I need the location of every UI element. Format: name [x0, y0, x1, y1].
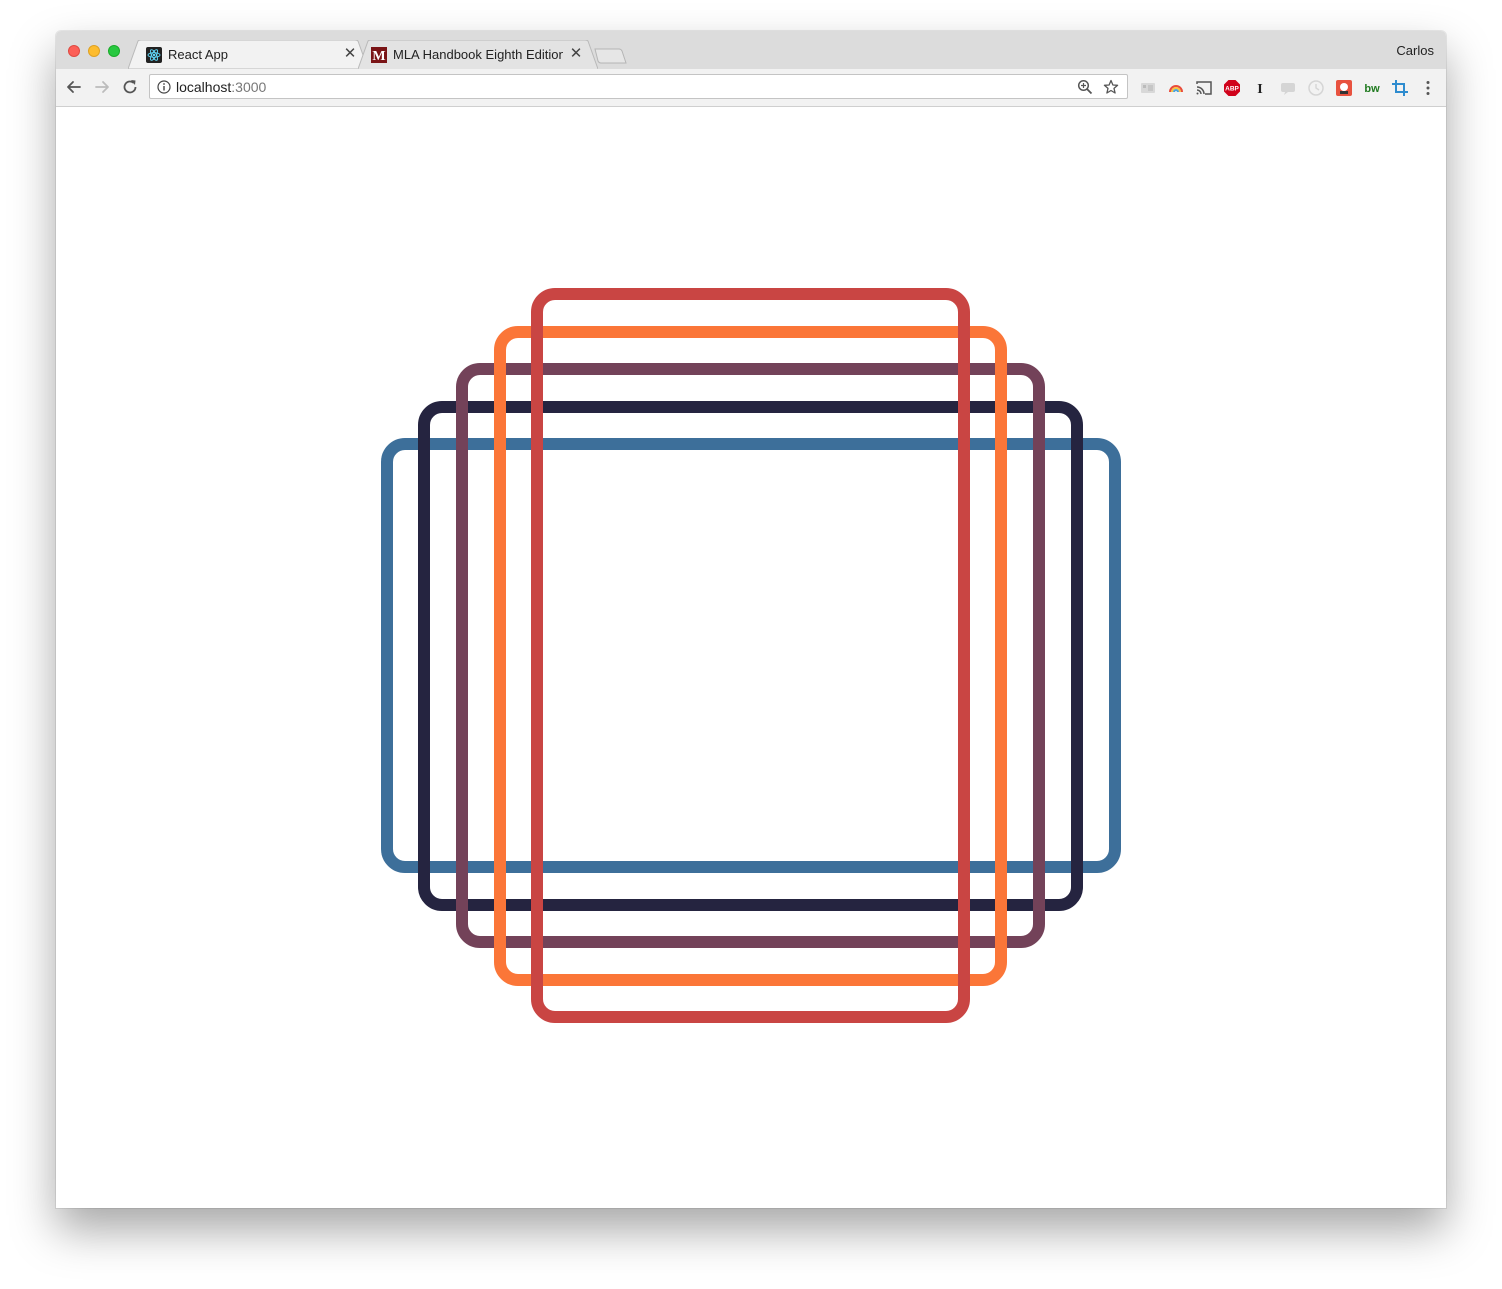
tab-mla-handbook[interactable]: M MLA Handbook Eighth Edition ✕: [358, 40, 598, 69]
forward-icon[interactable]: [93, 78, 111, 96]
bw-extension-icon[interactable]: bw: [1363, 79, 1381, 97]
new-tab-button[interactable]: [594, 48, 628, 64]
tab-strip: React App ✕ M MLA Handbook Eighth Editio…: [56, 31, 1446, 69]
profile-name[interactable]: Carlos: [1396, 43, 1434, 58]
squares-artwork: [381, 288, 1121, 1023]
orange-square: [494, 326, 1007, 986]
page-content: [56, 107, 1446, 1208]
maximize-window-button[interactable]: [108, 45, 120, 57]
address-bar[interactable]: localhost:3000: [149, 74, 1128, 99]
info-icon[interactable]: [157, 80, 171, 94]
svg-text:ABP: ABP: [1225, 86, 1239, 93]
zoom-icon[interactable]: [1077, 79, 1093, 95]
rainbow-extension-icon[interactable]: [1167, 79, 1185, 97]
i-extension-icon[interactable]: I: [1251, 79, 1269, 97]
adblock-plus-icon[interactable]: ABP: [1223, 79, 1241, 97]
plum-square: [456, 363, 1045, 948]
reload-icon[interactable]: [121, 78, 139, 96]
tab-react-app[interactable]: React App ✕: [128, 40, 368, 69]
red-extension-icon[interactable]: [1335, 79, 1353, 97]
navy-square: [418, 401, 1083, 911]
blue-square: [381, 438, 1121, 873]
cast-icon[interactable]: [1195, 79, 1213, 97]
browser-window: React App ✕ M MLA Handbook Eighth Editio…: [56, 31, 1446, 1208]
react-icon: [146, 47, 162, 63]
svg-text:bw: bw: [1364, 83, 1380, 95]
close-tab-icon[interactable]: ✕: [343, 45, 357, 62]
extension-icon[interactable]: [1139, 79, 1157, 97]
back-icon[interactable]: [65, 78, 83, 96]
close-tab-icon[interactable]: ✕: [569, 45, 583, 62]
tab-title: React App: [168, 47, 228, 62]
m-logo-icon: M: [371, 47, 387, 63]
clock-extension-icon[interactable]: [1307, 79, 1325, 97]
url-host: localhost: [176, 79, 232, 95]
red-square: [531, 288, 970, 1023]
crop-extension-icon[interactable]: [1391, 79, 1409, 97]
svg-text:M: M: [372, 49, 385, 63]
minimize-window-button[interactable]: [88, 45, 100, 57]
bookmark-star-icon[interactable]: [1103, 79, 1119, 95]
url-port: :3000: [231, 79, 267, 95]
toolbar: localhost:3000 ABP: [56, 69, 1446, 107]
tab-title: MLA Handbook Eighth Edition: [393, 47, 563, 62]
close-window-button[interactable]: [68, 45, 80, 57]
url-text[interactable]: localhost:3000: [176, 79, 266, 95]
svg-text:I: I: [1257, 82, 1262, 97]
menu-icon[interactable]: [1419, 79, 1437, 97]
chat-extension-icon[interactable]: [1279, 79, 1297, 97]
